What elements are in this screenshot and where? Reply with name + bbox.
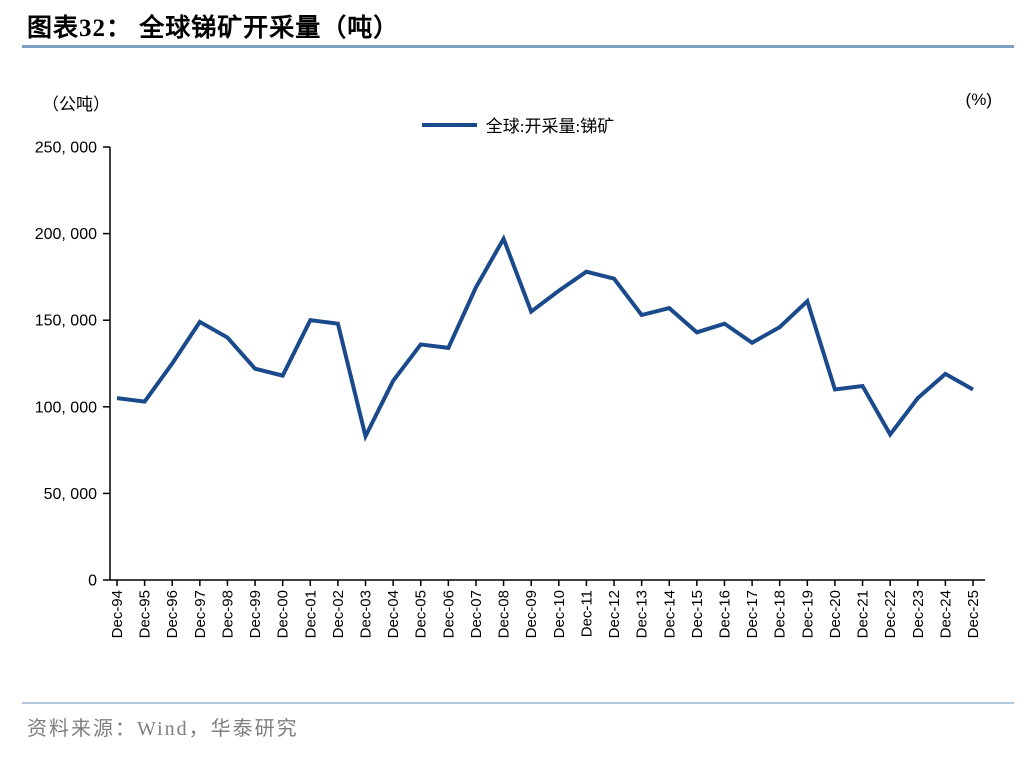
x-axis-tick-label: Dec-07 [468,590,485,638]
x-axis-tick-label: Dec-01 [302,590,319,638]
y-axis-tick-label: 50, 000 [44,486,97,503]
x-axis-tick-label: Dec-18 [772,590,789,638]
y-axis-unit-label: （公吨） [42,95,110,114]
x-axis-tick-label: Dec-02 [330,590,347,638]
footer-divider [22,702,1014,704]
y-axis-tick-label: 150, 000 [35,313,97,330]
legend: 全球:开采量:锑矿 [0,112,1036,137]
right-axis-unit-label: (%) [965,90,992,109]
x-axis-tick-label: Dec-20 [827,590,844,638]
x-axis-tick-label: Dec-13 [634,590,651,638]
x-axis-tick-label: Dec-16 [716,590,733,638]
x-axis-tick-label: Dec-94 [109,590,126,638]
series-line-antimony-output [116,234,974,443]
source-note: 资料来源：Wind，华泰研究 [27,718,299,740]
y-axis-tick-label: 0 [88,573,97,590]
chart-title: 图表32： 全球锑矿开采量（吨） [27,15,400,42]
x-axis-tick-label: Dec-08 [496,590,513,638]
x-axis-tick-label: Dec-22 [882,590,899,638]
y-axis-tick-label: 250, 000 [35,140,97,157]
legend-series-label: 全球:开采量:锑矿 [485,117,615,136]
x-axis-tick-label: Dec-21 [855,590,872,638]
x-axis-tick-label: Dec-15 [689,590,706,638]
x-axis-tick-label: Dec-09 [523,590,540,638]
x-axis-tick-label: Dec-98 [219,590,236,638]
x-axis-tick-label: Dec-10 [551,590,568,638]
title-divider [22,45,1014,48]
x-axis-tick-label: Dec-95 [137,590,154,638]
x-axis-tick-label: Dec-17 [744,590,761,638]
x-axis-tick-label: Dec-96 [164,590,181,638]
x-axis-tick-label: Dec-24 [937,590,954,638]
x-axis-tick-label: Dec-25 [965,590,982,638]
y-axis-tick-label: 100, 000 [35,399,97,416]
legend-line-swatch [421,122,477,127]
x-axis-tick-label: Dec-97 [192,590,209,638]
x-axis-tick-label: Dec-14 [661,590,678,638]
x-axis-tick-label: Dec-99 [247,590,264,638]
x-axis-tick-label: Dec-04 [385,590,402,638]
x-axis-tick-label: Dec-11 [578,590,595,637]
x-axis-tick-label: Dec-05 [413,590,430,638]
x-axis-tick-label: Dec-12 [606,590,623,638]
x-axis-tick-label: Dec-03 [358,590,375,638]
x-axis-tick-label: Dec-19 [799,590,816,638]
y-axis-tick-label: 200, 000 [35,226,97,243]
x-axis-tick-label: Dec-06 [440,590,457,638]
x-axis-tick-label: Dec-00 [275,590,292,638]
x-axis-tick-label: Dec-23 [910,590,927,638]
